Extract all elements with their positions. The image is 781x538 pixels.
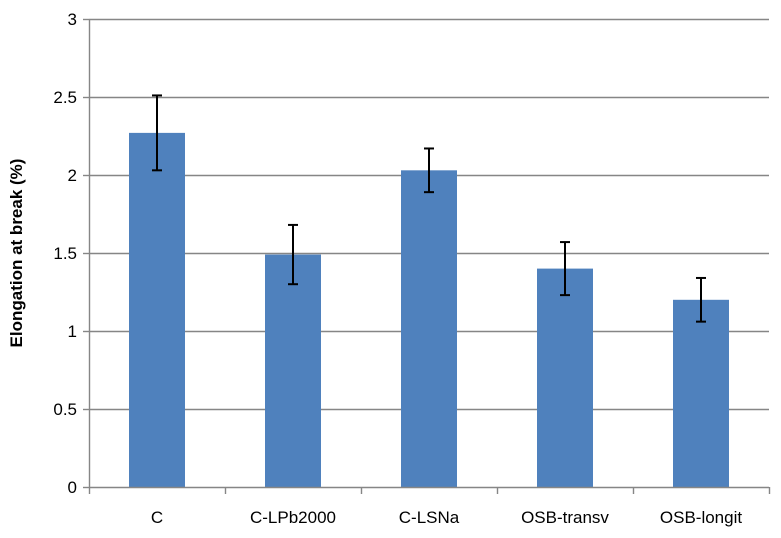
y-tick-label-1: 0.5 (53, 400, 77, 419)
error-bars (152, 94, 706, 323)
y-tick-label-2: 1 (68, 322, 77, 341)
bar-4 (673, 299, 729, 487)
axes (83, 18, 771, 494)
bar-0 (129, 132, 185, 487)
x-tick-labels: C C-LPb2000 C-LSNa OSB-transv OSB-longit (151, 508, 743, 527)
y-tick-label-5: 2.5 (53, 88, 77, 107)
bars (129, 132, 729, 487)
x-tick-label-3: OSB-transv (521, 508, 609, 527)
bar-1 (265, 254, 321, 487)
y-tick-label-3: 1.5 (53, 244, 77, 263)
x-tick-label-2: C-LSNa (399, 508, 460, 527)
x-tick-label-0: C (151, 508, 163, 527)
x-tick-label-4: OSB-longit (660, 508, 742, 527)
bar-3 (537, 268, 593, 487)
y-tick-label-0: 0 (68, 478, 77, 497)
y-tick-labels: 0 0.5 1 1.5 2 2.5 3 (53, 10, 77, 497)
bar-2 (401, 170, 457, 487)
y-tick-label-6: 3 (68, 10, 77, 29)
y-tick-label-4: 2 (68, 166, 77, 185)
y-axis-label: Elongation at break (%) (7, 159, 26, 348)
x-tick-label-1: C-LPb2000 (250, 508, 336, 527)
